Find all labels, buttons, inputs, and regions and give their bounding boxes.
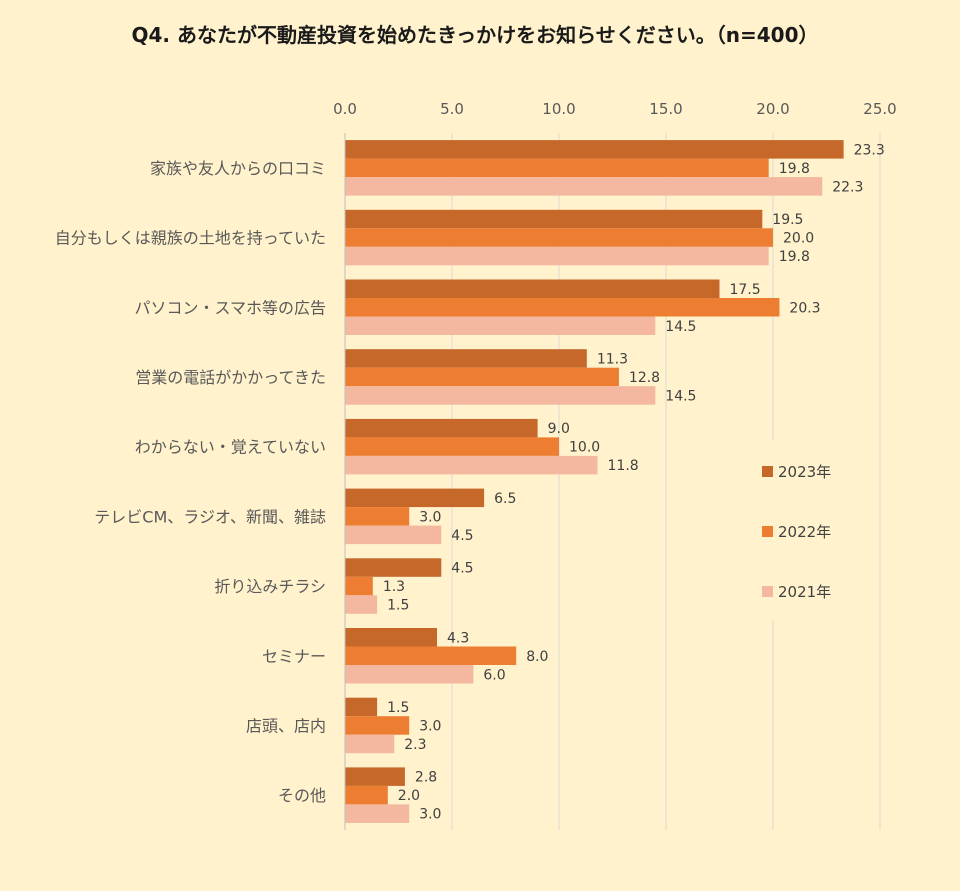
data-label: 3.0 <box>419 807 441 823</box>
category-label: わからない・覚えていない <box>135 438 326 457</box>
legend-label: 2021年 <box>778 583 831 601</box>
bar <box>345 507 410 526</box>
chart-title: Q4. あなたが不動産投資を始めたきっかけをお知らせください。（n=400） <box>131 23 818 47</box>
bar <box>345 646 517 665</box>
bar <box>345 349 587 368</box>
bar <box>345 804 410 823</box>
legend-swatch <box>762 466 773 477</box>
category-label: 営業の電話がかかってきた <box>135 368 326 387</box>
data-label: 3.0 <box>419 718 441 734</box>
category-label: 折り込みチラシ <box>214 577 326 596</box>
x-tick-label: 20.0 <box>756 100 789 118</box>
bar <box>345 367 619 387</box>
data-label: 1.5 <box>387 598 409 614</box>
bar <box>345 576 373 596</box>
bar <box>345 734 395 754</box>
data-label: 6.0 <box>483 667 505 683</box>
bar <box>345 228 773 247</box>
x-tick-label: 0.0 <box>333 100 357 118</box>
legend: 2023年 2022年 2021年 <box>752 440 862 620</box>
bar <box>345 697 378 717</box>
bar <box>345 525 442 545</box>
x-tick-label: 10.0 <box>542 100 575 118</box>
bar <box>345 246 769 266</box>
data-label: 19.8 <box>779 249 810 265</box>
data-label: 14.5 <box>665 388 696 404</box>
category-label: 自分もしくは親族の土地を持っていた <box>55 229 326 248</box>
legend-label: 2023年 <box>778 463 831 481</box>
bar <box>345 316 656 335</box>
category-label: 家族や友人からの口コミ <box>150 159 326 178</box>
bar <box>345 488 485 508</box>
data-label: 14.5 <box>665 319 696 335</box>
legend-swatch <box>762 526 773 537</box>
legend-label: 2022年 <box>778 523 831 541</box>
data-label: 6.5 <box>494 491 516 507</box>
bar <box>345 177 823 196</box>
data-label: 2.0 <box>398 788 420 804</box>
bar <box>345 558 442 577</box>
data-label: 17.5 <box>730 282 761 298</box>
data-label: 1.3 <box>383 579 405 595</box>
data-label: 2.3 <box>404 737 426 753</box>
bar <box>345 767 405 786</box>
bar <box>345 455 598 475</box>
bar <box>345 595 378 614</box>
data-label: 20.3 <box>789 300 820 316</box>
data-label: 22.3 <box>832 179 863 195</box>
data-label: 4.5 <box>451 561 473 577</box>
bar <box>345 665 474 684</box>
data-label: 8.0 <box>526 649 548 665</box>
category-label: その他 <box>278 786 326 805</box>
bar <box>345 628 438 647</box>
x-tick-label: 15.0 <box>649 100 682 118</box>
data-label: 11.3 <box>597 351 628 367</box>
data-label: 23.3 <box>854 142 885 158</box>
category-label: セミナー <box>262 647 326 666</box>
data-label: 2.8 <box>415 770 437 786</box>
data-label: 20.0 <box>783 231 814 247</box>
category-label: 店頭、店内 <box>246 716 326 735</box>
axes: 0.0 5.0 10.0 15.0 20.0 25.0 家族や友人からの口コミ自分もしくは親… <box>55 100 897 830</box>
data-label: 19.5 <box>772 212 803 228</box>
data-label: 10.0 <box>569 440 600 456</box>
bar <box>345 785 388 805</box>
data-label: 3.0 <box>419 509 441 525</box>
bar <box>345 158 769 178</box>
data-labels: 23.3 19.8 22.3 19.5 20.0 19.8 17.5 20.3 14.5 11.3… <box>383 142 885 822</box>
data-label: 4.3 <box>447 630 469 646</box>
bar <box>345 437 559 456</box>
bar <box>345 209 763 229</box>
data-label: 1.5 <box>387 700 409 716</box>
data-label: 12.8 <box>629 370 660 386</box>
bar <box>345 716 410 735</box>
bar <box>345 418 538 438</box>
data-label: 11.8 <box>608 458 639 474</box>
bar <box>345 298 780 317</box>
bar <box>345 140 844 159</box>
x-tick-label: 5.0 <box>440 100 464 118</box>
legend-swatch <box>762 586 773 597</box>
category-label: テレビCM、ラジオ、新聞、雑誌 <box>94 507 326 526</box>
bars <box>345 140 844 823</box>
data-label: 9.0 <box>548 421 570 437</box>
data-label: 4.5 <box>451 528 473 544</box>
data-label: 19.8 <box>779 161 810 177</box>
category-label: パソコン・スマホ等の広告 <box>134 298 326 317</box>
bar <box>345 386 656 405</box>
x-tick-label: 25.0 <box>863 100 896 118</box>
bar <box>345 279 720 298</box>
